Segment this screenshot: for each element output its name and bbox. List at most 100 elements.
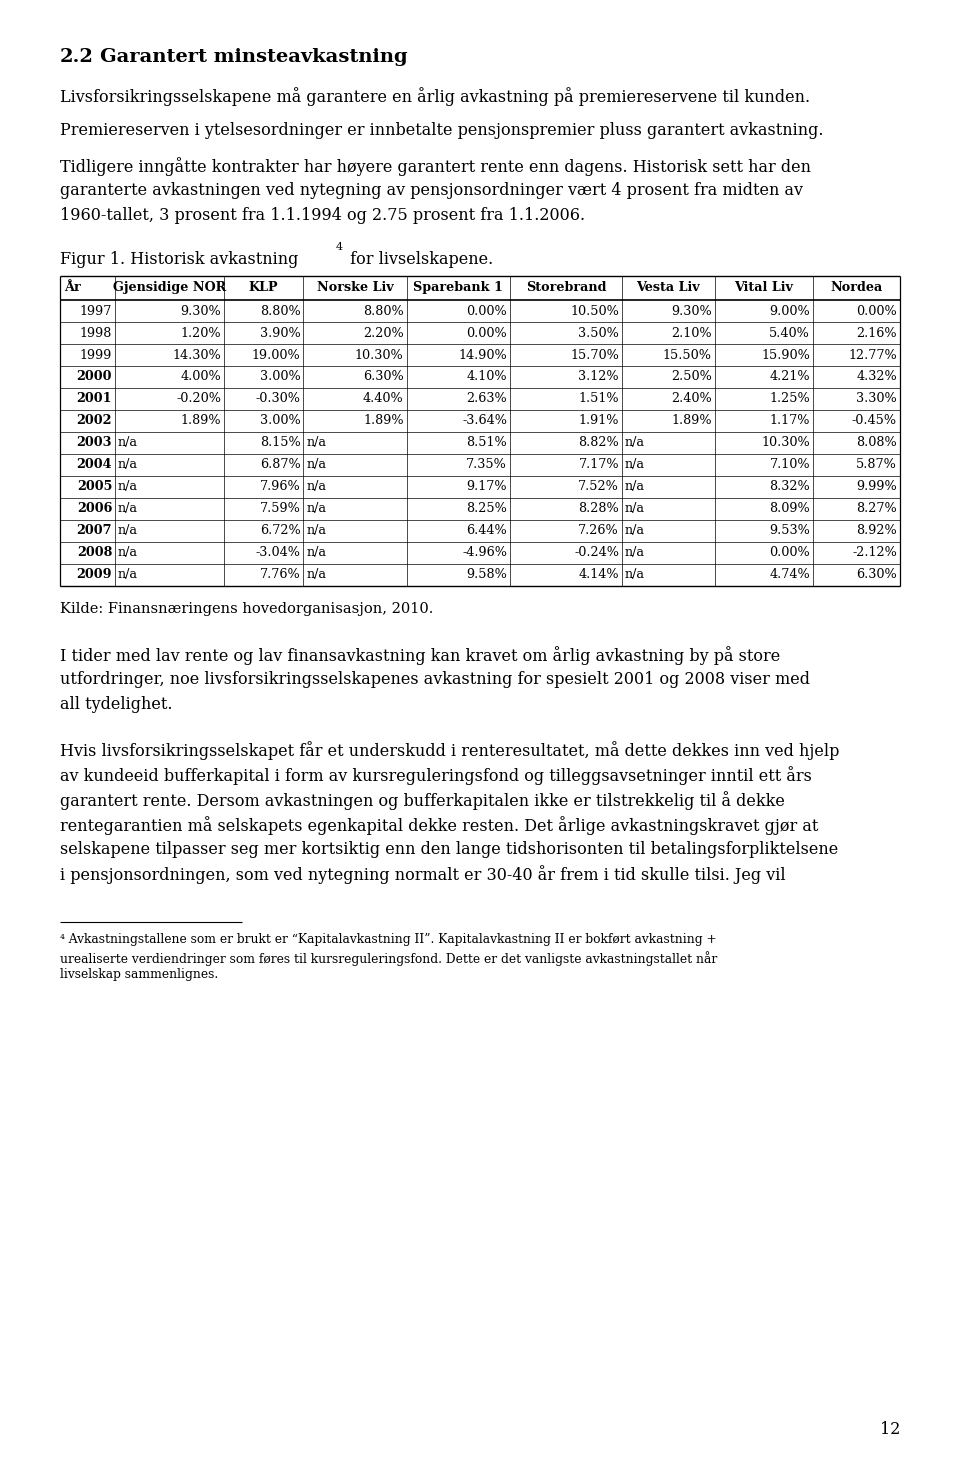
- Text: 3.30%: 3.30%: [856, 392, 897, 405]
- Text: I tider med lav rente og lav finansavkastning kan kravet om årlig avkastning by : I tider med lav rente og lav finansavkas…: [60, 647, 780, 666]
- Text: 8.09%: 8.09%: [770, 502, 810, 515]
- Text: 4: 4: [336, 241, 343, 252]
- Text: 2001: 2001: [77, 392, 112, 405]
- Text: n/a: n/a: [118, 546, 138, 559]
- Text: 2002: 2002: [77, 414, 112, 427]
- Text: 1.89%: 1.89%: [671, 414, 711, 427]
- Text: 7.17%: 7.17%: [579, 458, 619, 471]
- Text: n/a: n/a: [306, 502, 326, 515]
- Text: 4.74%: 4.74%: [770, 568, 810, 581]
- Text: 2.2: 2.2: [60, 48, 94, 66]
- Text: n/a: n/a: [625, 436, 645, 449]
- Text: 9.00%: 9.00%: [770, 304, 810, 317]
- Text: 8.27%: 8.27%: [856, 502, 897, 515]
- Text: 6.30%: 6.30%: [856, 568, 897, 581]
- Text: 2.16%: 2.16%: [856, 326, 897, 339]
- Text: 10.50%: 10.50%: [570, 304, 619, 317]
- Text: n/a: n/a: [118, 502, 138, 515]
- Text: 0.00%: 0.00%: [467, 304, 507, 317]
- Text: utfordringer, noe livsforsikringsselskapenes avkastning for spesielt 2001 og 200: utfordringer, noe livsforsikringsselskap…: [60, 672, 810, 688]
- Text: 0.00%: 0.00%: [467, 326, 507, 339]
- Text: n/a: n/a: [306, 480, 326, 493]
- Text: 1.51%: 1.51%: [579, 392, 619, 405]
- Text: 15.90%: 15.90%: [761, 348, 810, 361]
- Text: Garantert minsteavkastning: Garantert minsteavkastning: [101, 48, 408, 66]
- Text: 8.51%: 8.51%: [467, 436, 507, 449]
- Text: 1.89%: 1.89%: [363, 414, 404, 427]
- Text: 14.30%: 14.30%: [173, 348, 221, 361]
- Text: 9.58%: 9.58%: [467, 568, 507, 581]
- Text: 6.87%: 6.87%: [260, 458, 300, 471]
- Text: 6.72%: 6.72%: [260, 524, 300, 537]
- Text: 9.30%: 9.30%: [180, 304, 221, 317]
- Text: 8.80%: 8.80%: [363, 304, 404, 317]
- Text: 7.52%: 7.52%: [578, 480, 619, 493]
- Text: 7.96%: 7.96%: [260, 480, 300, 493]
- Text: -0.30%: -0.30%: [255, 392, 300, 405]
- Text: 7.35%: 7.35%: [467, 458, 507, 471]
- Text: -0.24%: -0.24%: [574, 546, 619, 559]
- Text: Hvis livsforsikringsselskapet får et underskudd i renteresultatet, må dette dekk: Hvis livsforsikringsselskapet får et und…: [60, 742, 839, 761]
- Text: 12: 12: [879, 1421, 900, 1438]
- Text: av kundeeid bufferkapital i form av kursreguleringsfond og tilleggsavsetninger i: av kundeeid bufferkapital i form av kurs…: [60, 767, 812, 786]
- Text: urealiserte verdiendringer som føres til kursreguleringsfond. Dette er det vanli: urealiserte verdiendringer som føres til…: [60, 951, 717, 966]
- Text: garantert rente. Dersom avkastningen og bufferkapitalen ikke er tilstrekkelig ti: garantert rente. Dersom avkastningen og …: [60, 791, 785, 811]
- Text: 10.30%: 10.30%: [761, 436, 810, 449]
- Text: 1.20%: 1.20%: [180, 326, 221, 339]
- Text: n/a: n/a: [306, 524, 326, 537]
- Text: n/a: n/a: [118, 436, 138, 449]
- Text: 2008: 2008: [77, 546, 112, 559]
- Text: livselskap sammenlignes.: livselskap sammenlignes.: [60, 969, 218, 982]
- Text: 8.25%: 8.25%: [467, 502, 507, 515]
- Text: 2009: 2009: [77, 568, 112, 581]
- Text: Sparebank 1: Sparebank 1: [414, 281, 503, 294]
- Text: 0.00%: 0.00%: [856, 304, 897, 317]
- Text: n/a: n/a: [118, 524, 138, 537]
- Text: 4.14%: 4.14%: [579, 568, 619, 581]
- Text: Premiereserven i ytelsesordninger er innbetalte pensjonspremier pluss garantert : Premiereserven i ytelsesordninger er inn…: [60, 123, 824, 139]
- Text: 9.53%: 9.53%: [769, 524, 810, 537]
- Text: 7.76%: 7.76%: [260, 568, 300, 581]
- Text: Nordea: Nordea: [830, 281, 882, 294]
- Text: 8.32%: 8.32%: [770, 480, 810, 493]
- Text: 6.44%: 6.44%: [467, 524, 507, 537]
- Text: 8.82%: 8.82%: [578, 436, 619, 449]
- Text: 19.00%: 19.00%: [252, 348, 300, 361]
- Text: n/a: n/a: [625, 524, 645, 537]
- Text: selskapene tilpasser seg mer kortsiktig enn den lange tidshorisonten til betalin: selskapene tilpasser seg mer kortsiktig …: [60, 841, 838, 857]
- Text: n/a: n/a: [625, 546, 645, 559]
- Text: 3.12%: 3.12%: [579, 370, 619, 383]
- Text: KLP: KLP: [249, 281, 278, 294]
- Text: 6.30%: 6.30%: [363, 370, 404, 383]
- Text: 2000: 2000: [77, 370, 112, 383]
- Text: 2004: 2004: [77, 458, 112, 471]
- Text: 2003: 2003: [77, 436, 112, 449]
- Text: 2005: 2005: [77, 480, 112, 493]
- Text: 1999: 1999: [80, 348, 112, 361]
- Text: 8.80%: 8.80%: [260, 304, 300, 317]
- Text: n/a: n/a: [306, 568, 326, 581]
- Text: 5.40%: 5.40%: [769, 326, 810, 339]
- Text: 15.70%: 15.70%: [570, 348, 619, 361]
- Text: 4.00%: 4.00%: [180, 370, 221, 383]
- Text: garanterte avkastningen ved nytegning av pensjonsordninger vært 4 prosent fra mi: garanterte avkastningen ved nytegning av…: [60, 183, 803, 199]
- Text: 14.90%: 14.90%: [458, 348, 507, 361]
- Text: n/a: n/a: [625, 568, 645, 581]
- Text: 4.21%: 4.21%: [770, 370, 810, 383]
- Text: 1.17%: 1.17%: [770, 414, 810, 427]
- Text: 15.50%: 15.50%: [662, 348, 711, 361]
- Text: ⁴ Avkastningstallene som er brukt er “Kapitalavkastning II”. Kapitalavkastning I: ⁴ Avkastningstallene som er brukt er “Ka…: [60, 933, 716, 947]
- Text: 0.00%: 0.00%: [770, 546, 810, 559]
- Text: 2.40%: 2.40%: [671, 392, 711, 405]
- Text: 2.20%: 2.20%: [363, 326, 404, 339]
- Text: År: År: [63, 281, 81, 294]
- Text: n/a: n/a: [118, 480, 138, 493]
- Text: n/a: n/a: [306, 458, 326, 471]
- Text: -0.45%: -0.45%: [852, 414, 897, 427]
- Text: Figur 1. Historisk avkastning: Figur 1. Historisk avkastning: [60, 250, 299, 268]
- Text: n/a: n/a: [625, 480, 645, 493]
- Text: 9.17%: 9.17%: [467, 480, 507, 493]
- Text: 1.89%: 1.89%: [180, 414, 221, 427]
- Text: 2.50%: 2.50%: [671, 370, 711, 383]
- Text: i pensjonsordningen, som ved nytegning normalt er 30-40 år frem i tid skulle til: i pensjonsordningen, som ved nytegning n…: [60, 865, 785, 884]
